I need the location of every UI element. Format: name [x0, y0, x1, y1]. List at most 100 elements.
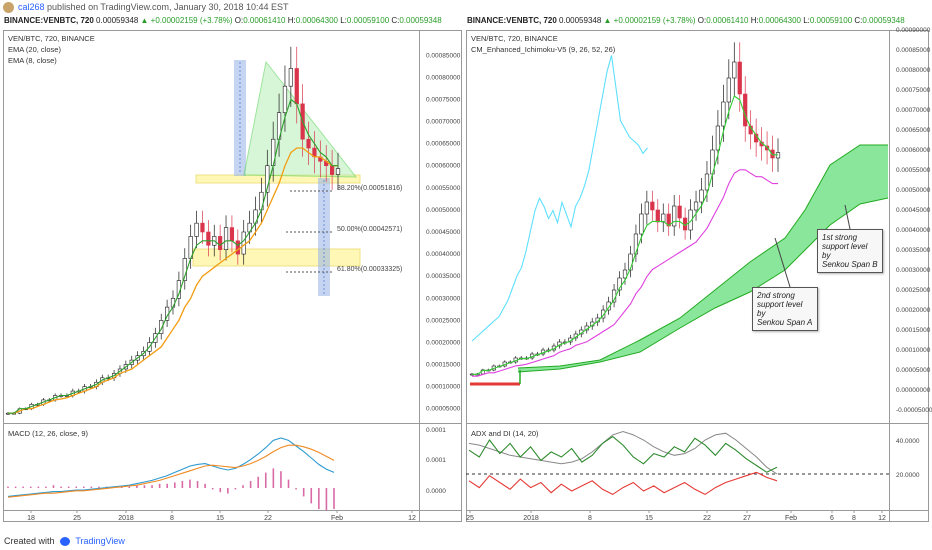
macd-histogram-bar: [143, 485, 146, 488]
left-y-tick: 0.00040000: [426, 251, 461, 258]
right-x-tick: 2018: [523, 515, 539, 522]
annotation-a-line-1: 2nd strong: [757, 291, 795, 300]
left-time-axis-border: [3, 510, 462, 511]
left-open-value: 0.00061410: [243, 16, 286, 25]
macd-histogram-bar: [234, 488, 237, 490]
macd-histogram-bar: [227, 488, 229, 494]
right-price-scale-border: [889, 30, 890, 522]
macd-histogram-bar: [37, 486, 40, 488]
macd-histogram-bar: [249, 481, 252, 488]
right-symbol-line: BINANCE:VENBTC, 720 0.00059348 ▲ +0.0000…: [467, 15, 905, 27]
candle-body: [200, 222, 205, 233]
macd-histogram-bar: [325, 488, 328, 511]
left-y-tick: 0.00015000: [426, 362, 461, 369]
macd-histogram-bar: [204, 483, 206, 488]
chikou-span-line: [471, 55, 648, 342]
right-y-tick: 0.00090000: [896, 27, 931, 34]
annotation-b-line-2: support level by: [822, 242, 868, 260]
macd-legend[interactable]: MACD (12, 26, close, 9): [8, 429, 89, 438]
candle-body: [194, 222, 199, 237]
right-chart-canvas[interactable]: 0.00090000 0.00085000 0.00080000 0.00075000…: [0, 0, 932, 532]
annotation-a-line-3: Senkou Span A: [757, 318, 813, 327]
candle-body: [282, 85, 288, 113]
macd-histogram-bar: [257, 476, 259, 488]
candle-body: [644, 201, 649, 215]
macd-histogram-bar: [45, 486, 47, 488]
senkou-span-a-line: [517, 144, 888, 369]
macd-histogram-bar: [287, 479, 290, 488]
left-chart-legend: VEN/BTC, 720, BINANCE EMA (20, close) EM…: [8, 33, 95, 66]
candle-body: [617, 277, 622, 291]
macd-histogram-bar: [22, 486, 24, 488]
annotation-senkou-span-b[interactable]: 1st strong support level by Senkou Span …: [817, 229, 883, 273]
left-y-tick: 0.00055000: [426, 185, 461, 192]
macd-histogram-bar: [158, 483, 161, 488]
left-price-scale-border: [419, 30, 420, 522]
left-y-tick: 0.00070000: [426, 119, 461, 126]
candle-body: [704, 173, 710, 191]
macd-line: [7, 437, 335, 497]
right-y-tick: 0.00010000: [896, 347, 931, 354]
left-low-value: 0.00059100: [346, 16, 390, 25]
left-chart-canvas[interactable]: 0.00085000 0.00080000 0.00075000 0.00070000…: [0, 0, 466, 532]
ema8-legend[interactable]: EMA (8, close): [8, 56, 57, 65]
candle-body: [159, 320, 164, 334]
right-y-tick: 0.00035000: [896, 247, 931, 254]
right-x-tick: 8: [852, 515, 856, 522]
annotation-a-line-2: support level by: [757, 300, 803, 318]
left-open-label: O:: [234, 16, 244, 25]
left-chart-title: VEN/BTC, 720, BINANCE: [8, 34, 95, 43]
candle-body: [335, 168, 341, 175]
macd-histogram-bar: [181, 481, 184, 488]
ichimoku-legend[interactable]: CM_Enhanced_Ichimoku-V5 (9, 26, 52, 26): [471, 45, 616, 54]
left-symbol-line: BINANCE:VENBTC, 720 0.00059348 ▲ +0.0000…: [4, 15, 442, 27]
left-x-tick: 18: [27, 515, 35, 522]
right-y-tick: 0.00040000: [896, 227, 931, 234]
right-low-label: L:: [803, 16, 810, 25]
left-y-tick: 0.00010000: [426, 384, 461, 391]
right-chart-title: VEN/BTC, 720, BINANCE: [471, 34, 558, 43]
ema20-legend[interactable]: EMA (20, close): [8, 45, 61, 54]
right-x-tick: 25: [466, 515, 474, 522]
candle-body: [655, 209, 660, 223]
right-low-value: 0.00059100: [809, 16, 853, 25]
left-close-value: 0.00059348: [399, 16, 442, 25]
tradingview-brand-link[interactable]: TradingView: [75, 536, 125, 546]
author-link[interactable]: cal268: [18, 2, 45, 12]
ema8-line: [8, 98, 338, 414]
candle-body: [688, 209, 693, 231]
macd-histogram-bar: [75, 486, 78, 488]
right-close-value: 0.00059348: [862, 16, 905, 25]
left-chart-panel[interactable]: [3, 30, 462, 522]
senkou-span-b-line: [517, 197, 889, 373]
macd-histogram-bar: [173, 482, 176, 488]
macd-histogram-bar: [310, 488, 313, 504]
right-close-label: C:: [854, 16, 863, 25]
left-high-value: 0.00064300: [295, 16, 338, 25]
macd-histogram-bar: [166, 483, 169, 488]
candle-body: [699, 189, 704, 203]
left-y-tick: 0.00050000: [426, 207, 461, 214]
tenkan-sen-line: [472, 95, 778, 375]
left-y-tick: 0.00085000: [426, 52, 461, 59]
left-y-tick: 0.00025000: [426, 317, 461, 324]
candle-body: [737, 61, 742, 95]
adx-y-tick: 20.0000: [896, 472, 920, 479]
right-change: ▲ +0.00002159 (+3.78%): [603, 16, 696, 25]
ichimoku-cloud: [518, 145, 888, 372]
right-y-tick: 0.00050000: [896, 187, 931, 194]
right-y-tick: 0.00015000: [896, 327, 931, 334]
macd-histogram-bar: [90, 486, 93, 488]
right-y-tick: 0.00025000: [896, 287, 931, 294]
left-pane-separator: [3, 423, 462, 424]
adx-line: [468, 430, 778, 475]
adx-legend[interactable]: ADX and DI (14, 20): [471, 429, 539, 438]
candle-body: [622, 269, 628, 279]
annotation-senkou-span-a[interactable]: 2nd strong support level by Senkou Span …: [752, 287, 818, 331]
candle-body: [223, 227, 229, 250]
publish-header: cal268 published on TradingView.com, Jan…: [0, 0, 932, 14]
macd-histogram-bar: [60, 486, 62, 488]
left-low-label: L:: [340, 16, 347, 25]
right-x-tick: 6: [830, 515, 834, 522]
macd-histogram-bar: [280, 471, 282, 488]
